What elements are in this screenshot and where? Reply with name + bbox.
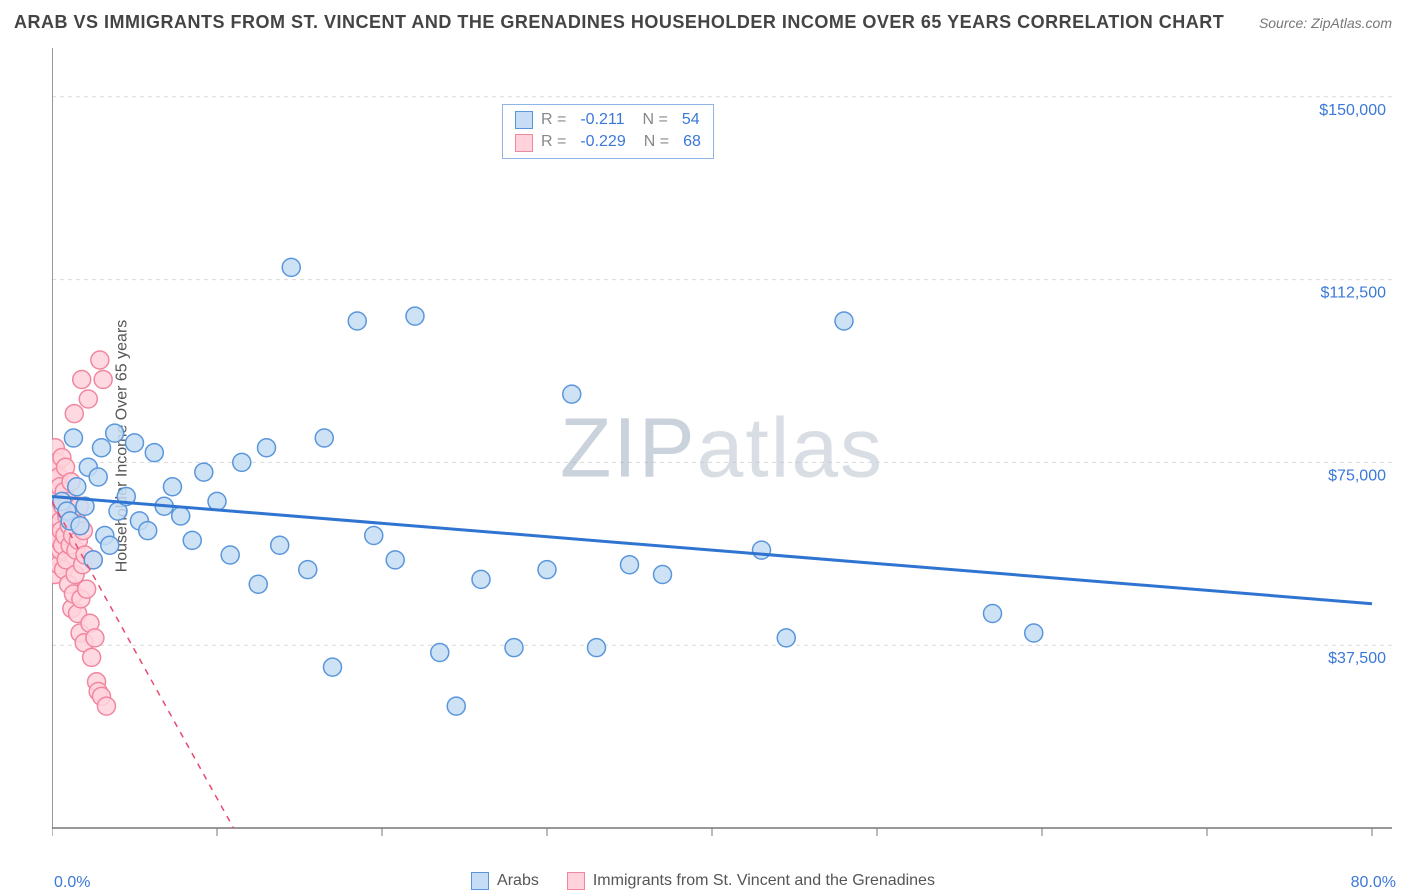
- stat-r-value: -0.211: [580, 109, 624, 131]
- legend-label: Arabs: [497, 872, 539, 890]
- stat-n-label: N =: [643, 109, 668, 131]
- stats-row-pink: R = -0.229 N = 68: [515, 131, 701, 153]
- svg-text:$75,000: $75,000: [1328, 467, 1386, 484]
- legend-item-arabs: Arabs: [471, 872, 539, 890]
- stat-r-value: -0.229: [580, 131, 625, 153]
- svg-text:$37,500: $37,500: [1328, 650, 1386, 667]
- stat-r-label: R =: [541, 131, 566, 153]
- svg-text:$150,000: $150,000: [1319, 102, 1386, 119]
- swatch-icon: [567, 872, 585, 890]
- swatch-icon: [515, 134, 533, 152]
- chart-svg: $37,500 $75,000 $112,500 $150,000: [52, 48, 1392, 848]
- chart-title: ARAB VS IMMIGRANTS FROM ST. VINCENT AND …: [14, 12, 1224, 33]
- legend-item-svg: Immigrants from St. Vincent and the Gren…: [567, 872, 935, 890]
- svg-text:$112,500: $112,500: [1320, 285, 1386, 302]
- stat-n-value: 68: [683, 131, 701, 153]
- legend-label: Immigrants from St. Vincent and the Gren…: [593, 872, 935, 890]
- series-legend: Arabs Immigrants from St. Vincent and th…: [0, 872, 1406, 890]
- header-row: ARAB VS IMMIGRANTS FROM ST. VINCENT AND …: [14, 12, 1392, 33]
- source-credit: Source: ZipAtlas.com: [1259, 15, 1392, 31]
- swatch-icon: [471, 872, 489, 890]
- stat-r-label: R =: [541, 109, 566, 131]
- stats-row-blue: R = -0.211 N = 54: [515, 109, 701, 131]
- stat-n-value: 54: [682, 109, 700, 131]
- swatch-icon: [515, 111, 533, 129]
- plot-area: $37,500$75,000$112,500$150,000 ZIPatlas …: [52, 48, 1392, 848]
- stats-legend: R = -0.211 N = 54 R = -0.229 N = 68: [502, 104, 714, 159]
- stat-n-label: N =: [644, 131, 669, 153]
- chart-container: ARAB VS IMMIGRANTS FROM ST. VINCENT AND …: [0, 0, 1406, 892]
